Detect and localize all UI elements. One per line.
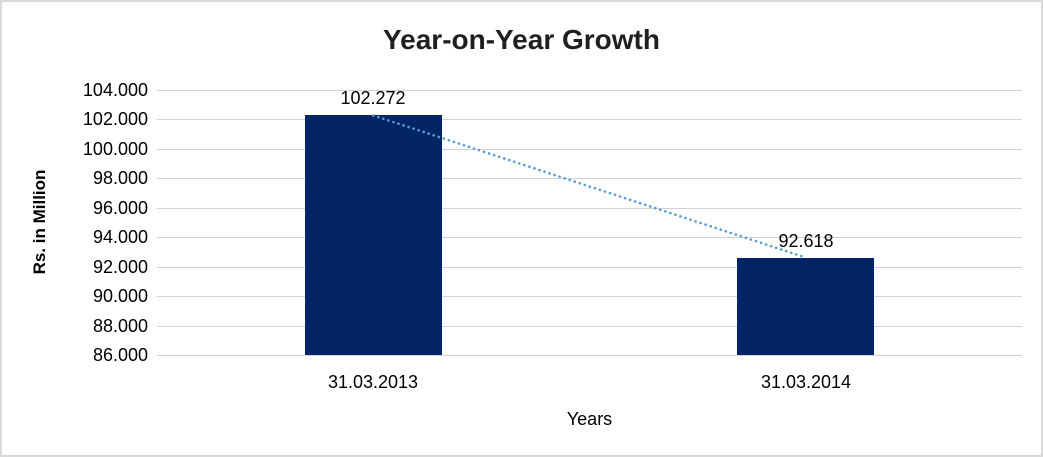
bar-value-label: 102.272 [340,88,406,108]
x-axis-title: Years [566,409,613,429]
gridline [157,178,1022,179]
gridline [157,296,1022,297]
y-axis-tick-label: 90.000 [92,286,148,306]
gridline [157,119,1022,120]
chart-title: Year-on-Year Growth [383,24,660,55]
y-axis-tick-label: 100.000 [82,139,148,159]
y-axis-tick-label: 102.000 [82,109,148,129]
gridline [157,90,1022,91]
gridline [157,149,1022,150]
x-axis-tick-label: 31.03.2013 [327,372,419,392]
bar-value-label: 92.618 [778,231,834,251]
gridline [157,355,1022,356]
y-axis-tick-label: 104.000 [82,80,148,100]
gridline [157,326,1022,327]
y-axis-tick-label: 98.000 [92,168,148,188]
y-axis-tick-label: 92.000 [92,257,148,277]
y-axis-title: Rs. in Million [30,169,49,275]
bar-31.03.2013 [305,115,442,355]
y-axis-tick-label: 96.000 [92,198,148,218]
x-axis-tick-label: 31.03.2014 [760,372,852,392]
gridline [157,208,1022,209]
gridline [157,237,1022,238]
bar-31.03.2014 [737,258,874,355]
gridline [157,267,1022,268]
y-axis-tick-label: 86.000 [92,345,148,365]
y-axis-tick-label: 88.000 [92,316,148,336]
y-axis-tick-label: 94.000 [92,227,148,247]
